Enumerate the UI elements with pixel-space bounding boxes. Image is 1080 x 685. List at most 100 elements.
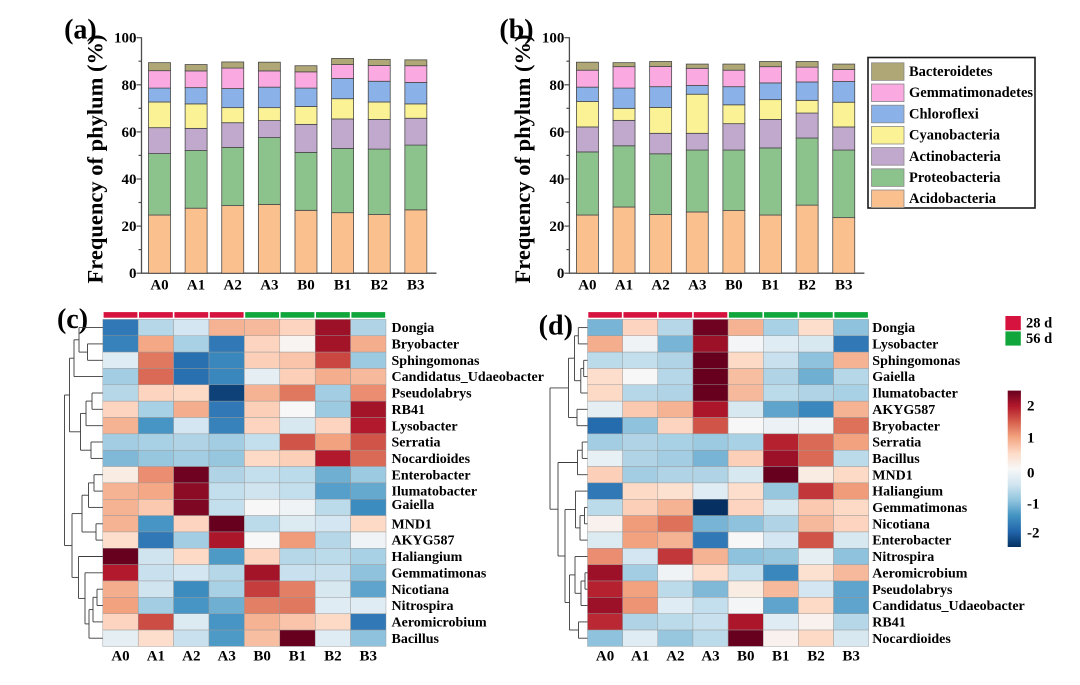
svg-text:A3: A3: [688, 278, 706, 294]
svg-text:Bryobacter: Bryobacter: [392, 338, 460, 353]
svg-text:B0: B0: [737, 648, 755, 664]
svg-text:Lysobacter: Lysobacter: [872, 338, 938, 353]
svg-text:60: 60: [122, 125, 137, 141]
svg-text:Bacillus: Bacillus: [392, 632, 440, 647]
svg-text:Nitrospira: Nitrospira: [392, 599, 454, 614]
svg-text:Frequency of phylum (%): Frequency of phylum (%): [510, 35, 535, 284]
svg-text:Candidatus_Udaeobacter: Candidatus_Udaeobacter: [872, 599, 1024, 614]
svg-text:(c): (c): [57, 304, 88, 335]
svg-text:Gaiella: Gaiella: [392, 498, 435, 513]
svg-text:Ilumatobacter: Ilumatobacter: [392, 485, 478, 500]
svg-text:A1: A1: [615, 278, 633, 294]
svg-text:MND1: MND1: [392, 517, 432, 532]
svg-text:Nocardioides: Nocardioides: [872, 632, 951, 647]
svg-text:B3: B3: [360, 648, 378, 664]
svg-text:0: 0: [129, 266, 137, 282]
svg-text:Sphingomonas: Sphingomonas: [872, 354, 960, 369]
svg-text:(d): (d): [539, 311, 573, 342]
svg-text:Dongia: Dongia: [392, 321, 435, 336]
svg-text:20: 20: [122, 219, 137, 235]
svg-text:A1: A1: [631, 648, 649, 664]
svg-text:Nicotiana: Nicotiana: [872, 517, 930, 532]
svg-text:Haliangium: Haliangium: [392, 550, 463, 565]
svg-text:20: 20: [549, 219, 564, 235]
svg-text:B1: B1: [762, 278, 780, 294]
svg-text:Gaiella: Gaiella: [872, 370, 915, 385]
svg-text:Bacteroidetes: Bacteroidetes: [909, 64, 993, 80]
svg-text:A0: A0: [578, 278, 596, 294]
svg-text:B3: B3: [842, 648, 860, 664]
svg-text:B1: B1: [289, 648, 307, 664]
svg-text:B3: B3: [835, 278, 853, 294]
svg-text:A0: A0: [150, 278, 168, 294]
svg-text:A3: A3: [218, 648, 236, 664]
svg-text:40: 40: [549, 172, 564, 188]
svg-text:Gemmatimonas: Gemmatimonas: [872, 501, 967, 516]
svg-text:RB41: RB41: [872, 616, 905, 631]
svg-text:Serratia: Serratia: [392, 436, 441, 451]
svg-text:A2: A2: [182, 648, 200, 664]
svg-text:B2: B2: [324, 648, 342, 664]
svg-text:100: 100: [114, 31, 137, 47]
svg-text:AKYG587: AKYG587: [392, 534, 455, 549]
svg-text:A3: A3: [260, 278, 278, 294]
svg-text:2: 2: [1027, 399, 1035, 415]
svg-text:60: 60: [549, 125, 564, 141]
svg-text:B0: B0: [725, 278, 743, 294]
svg-text:A2: A2: [666, 648, 684, 664]
svg-text:B1: B1: [772, 648, 790, 664]
svg-text:A1: A1: [187, 278, 205, 294]
svg-text:Gemmatimonas: Gemmatimonas: [392, 566, 487, 581]
svg-text:Serratia: Serratia: [872, 436, 921, 451]
svg-text:A0: A0: [596, 648, 614, 664]
svg-text:40: 40: [122, 172, 137, 188]
svg-text:Aeromicrobium: Aeromicrobium: [872, 566, 967, 581]
svg-text:Ilumatobacter: Ilumatobacter: [872, 387, 958, 402]
svg-text:100: 100: [542, 31, 565, 47]
svg-text:Proteobacteria: Proteobacteria: [909, 170, 1001, 186]
svg-text:80: 80: [549, 78, 564, 94]
svg-text:A2: A2: [651, 278, 669, 294]
svg-text:-1: -1: [1027, 497, 1040, 513]
svg-text:Gemmatimonadetes: Gemmatimonadetes: [909, 85, 1033, 101]
svg-text:0: 0: [1027, 466, 1035, 482]
svg-text:Candidatus_Udaeobacter: Candidatus_Udaeobacter: [392, 370, 544, 385]
svg-text:28 d: 28 d: [1026, 316, 1052, 332]
svg-text:(a): (a): [64, 15, 97, 46]
svg-text:RB41: RB41: [392, 403, 425, 418]
svg-text:Bryobacter: Bryobacter: [872, 419, 940, 434]
svg-text:Acidobacteria: Acidobacteria: [909, 191, 997, 207]
svg-text:-2: -2: [1027, 526, 1040, 542]
svg-text:Aeromicrobium: Aeromicrobium: [392, 616, 487, 631]
svg-text:A2: A2: [224, 278, 242, 294]
svg-text:B2: B2: [798, 278, 816, 294]
svg-text:AKYG587: AKYG587: [872, 403, 935, 418]
svg-text:Nicotiana: Nicotiana: [392, 583, 450, 598]
svg-text:Frequency of phylum (%): Frequency of phylum (%): [82, 35, 107, 284]
svg-text:80: 80: [122, 78, 137, 94]
svg-text:Haliangium: Haliangium: [872, 485, 943, 500]
svg-text:Pseudolabrys: Pseudolabrys: [392, 387, 473, 402]
svg-text:Enterobacter: Enterobacter: [392, 468, 471, 483]
svg-text:B0: B0: [253, 648, 271, 664]
svg-text:Sphingomonas: Sphingomonas: [392, 354, 480, 369]
svg-text:B3: B3: [407, 278, 425, 294]
svg-text:Cyanobacteria: Cyanobacteria: [909, 128, 1001, 144]
svg-text:1: 1: [1027, 431, 1035, 447]
svg-text:A1: A1: [147, 648, 165, 664]
svg-text:(b): (b): [499, 15, 533, 46]
svg-text:56 d: 56 d: [1026, 331, 1052, 347]
svg-text:Actinobacteria: Actinobacteria: [909, 149, 1002, 165]
svg-text:Bacillus: Bacillus: [872, 452, 920, 467]
svg-text:Chloroflexi: Chloroflexi: [909, 106, 979, 122]
svg-text:B2: B2: [807, 648, 825, 664]
svg-text:A3: A3: [701, 648, 719, 664]
svg-text:Dongia: Dongia: [872, 321, 915, 336]
svg-text:B1: B1: [334, 278, 352, 294]
svg-text:B0: B0: [297, 278, 315, 294]
svg-text:Enterobacter: Enterobacter: [872, 534, 951, 549]
svg-text:Nitrospira: Nitrospira: [872, 550, 934, 565]
svg-text:Nocardioides: Nocardioides: [392, 452, 471, 467]
svg-text:B2: B2: [370, 278, 388, 294]
svg-text:A0: A0: [111, 648, 129, 664]
